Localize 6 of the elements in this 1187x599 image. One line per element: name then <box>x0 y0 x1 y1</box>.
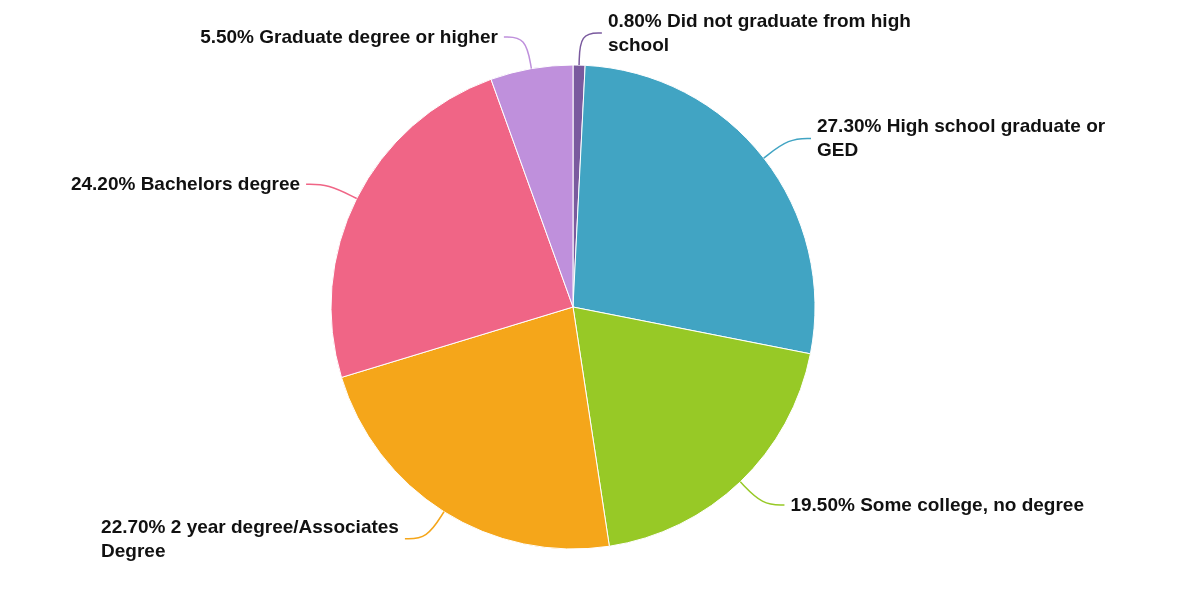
slice-label: 5.50% Graduate degree or higher <box>200 26 499 48</box>
slice-label: 0.80% Did not graduate from high school <box>607 10 911 56</box>
slice-label: 27.30% High school graduate or GED <box>816 115 1106 161</box>
slice-label: 19.50% Some college, no degree <box>790 493 1085 515</box>
slice-label: 22.70% 2 year degree/Associates Degree <box>101 515 399 561</box>
slice-label: 24.20% Bachelors degree <box>70 173 301 195</box>
